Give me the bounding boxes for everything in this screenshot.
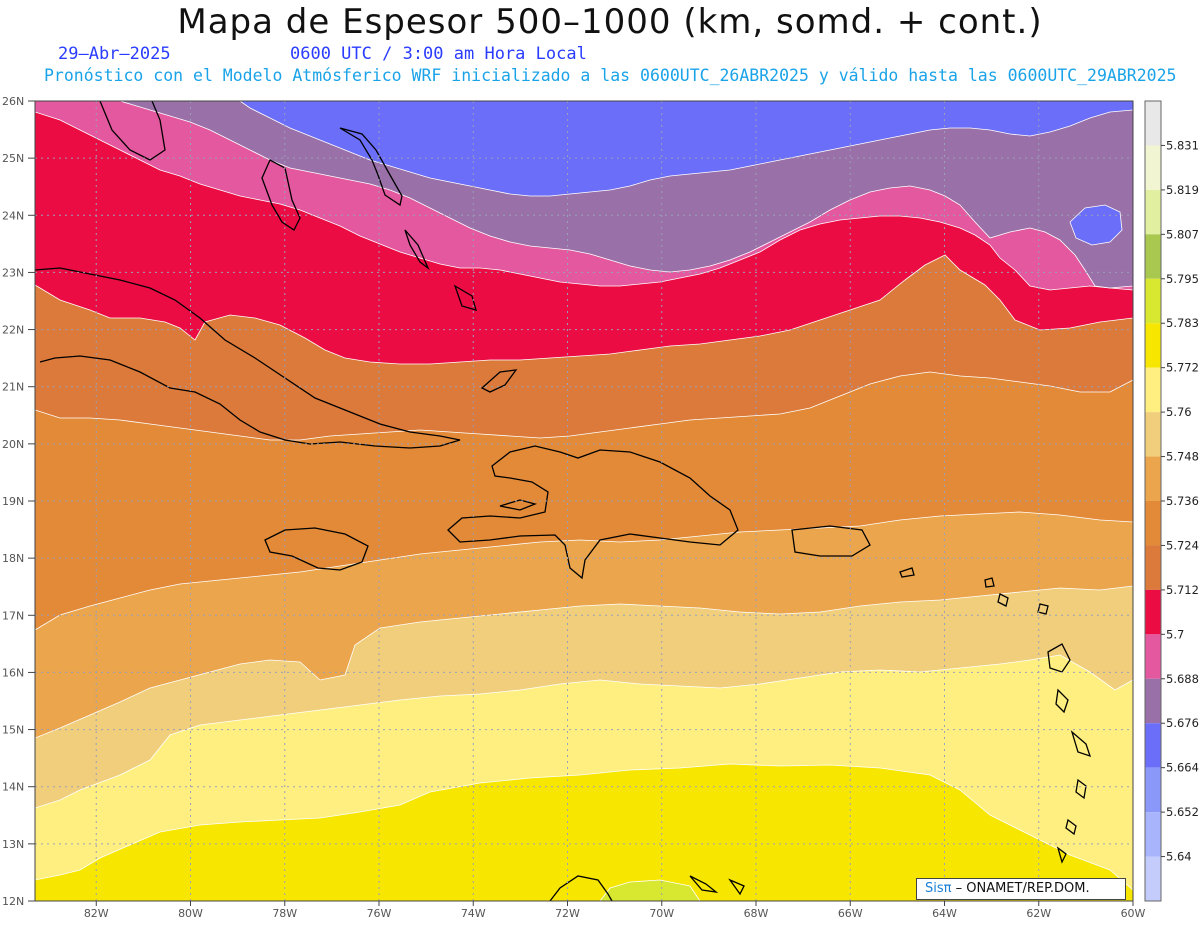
colorbar-swatch (1145, 101, 1161, 146)
bahamas-coastline (99, 101, 518, 393)
colorbar-swatch (1145, 589, 1161, 635)
lat-tick-label: 16N (2, 666, 24, 679)
colorbar-swatch (1145, 812, 1161, 857)
lat-tick-label: 15N (2, 724, 24, 737)
forecast-description: Pronóstico con el Modelo Atmósferico WRF… (44, 66, 1177, 85)
colorbar-label: 5.712 (1166, 583, 1199, 597)
colorbar: 5.831 5.819 5.807 5.795 5.783 5.772 5.76 5.748 5… (1144, 100, 1199, 902)
lat-tick-label: 13N (2, 838, 24, 851)
colorbar-swatch (1145, 234, 1161, 279)
lon-tick-label: 70W (649, 907, 674, 920)
lesser-antilles-coastline (899, 567, 1092, 864)
lon-tick-label: 82W (84, 907, 109, 920)
colorbar-swatch (1145, 634, 1161, 679)
colorbar-label: 5.772 (1166, 361, 1199, 375)
colorbar-label: 5.688 (1166, 672, 1199, 686)
lat-tick-label: 19N (2, 495, 24, 508)
colorbar-swatch (1145, 456, 1161, 501)
lat-tick-label: 26N (2, 95, 24, 108)
puerto-rico-coastline (791, 525, 871, 557)
credit-box: Sisπ – ONAMET/REP.DOM. (916, 878, 1126, 900)
south-america-coastline (549, 875, 745, 901)
colorbar-swatch (1145, 367, 1161, 413)
band-5783-blob (599, 879, 701, 901)
longitude-labels: 82W 80W 78W 76W 74W 72W 70W 68W 66W 64W 62W 60W (84, 901, 1146, 920)
colorbar-swatch (1145, 145, 1161, 190)
colorbar-label: 5.652 (1166, 805, 1199, 819)
lat-tick-label: 12N (2, 895, 24, 908)
valid-time: 0600 UTC / 3:00 am Hora Local (290, 44, 587, 64)
colorbar-swatch (1145, 278, 1161, 324)
colorbar-label: 5.748 (1166, 450, 1199, 464)
lat-tick-label: 20N (2, 438, 24, 451)
lat-tick-label: 21N (2, 381, 24, 394)
lat-tick-label: 14N (2, 781, 24, 794)
lon-tick-label: 74W (461, 907, 486, 920)
lon-tick-label: 68W (744, 907, 769, 920)
colorbar-label: 5.664 (1166, 761, 1199, 775)
colorbar-label: 5.807 (1166, 227, 1199, 241)
colorbar-label: 5.736 (1166, 494, 1199, 508)
coastlines (35, 101, 1092, 901)
colorbar-swatch (1145, 856, 1161, 901)
lon-tick-label: 80W (178, 907, 203, 920)
colorbar-label: 5.64 (1166, 850, 1192, 864)
lat-tick-label: 25N (2, 152, 24, 165)
lon-tick-label: 76W (367, 907, 392, 920)
colorbar-label: 5.819 (1166, 183, 1199, 197)
colorbar-swatch (1145, 545, 1161, 590)
lon-tick-label: 66W (838, 907, 863, 920)
lat-tick-label: 24N (2, 209, 24, 222)
hispaniola-coastline (447, 445, 739, 580)
colorbar-swatch (1145, 189, 1161, 235)
colorbar-swatch (1145, 723, 1161, 768)
colorbar-swatch (1145, 767, 1161, 813)
thickness-bands (35, 101, 1133, 901)
colorbar-label: 5.831 (1166, 138, 1199, 152)
colorbar-swatch (1145, 412, 1161, 457)
lon-tick-label: 78W (272, 907, 297, 920)
colorbar-label: 5.7 (1166, 627, 1184, 641)
jamaica-coastline (264, 527, 369, 571)
lat-tick-label: 18N (2, 552, 24, 565)
colorbar-label: 5.724 (1166, 538, 1199, 552)
lon-tick-label: 60W (1121, 907, 1146, 920)
colorbar-label: 5.795 (1166, 272, 1199, 286)
lat-tick-label: 22N (2, 324, 24, 337)
lat-tick-label: 23N (2, 266, 24, 279)
lon-tick-label: 64W (932, 907, 957, 920)
latitude-labels: 26N 25N 24N 23N 22N 21N 20N 19N 18N 17N 16N 15N 14N 1… (2, 95, 35, 908)
lon-tick-label: 62W (1026, 907, 1051, 920)
valid-date: 29–Abr–2025 (58, 44, 171, 64)
colorbar-label: 5.76 (1166, 405, 1192, 419)
colorbar-swatch (1145, 678, 1161, 724)
band-5664 (239, 101, 1133, 197)
colorbar-swatch (1145, 323, 1161, 368)
cuba-coastline (35, 267, 461, 449)
lat-tick-label: 17N (2, 609, 24, 622)
map-title: Mapa de Espesor 500–1000 (km, somd. + co… (177, 2, 1043, 42)
credit-text: – ONAMET/REP.DOM. (951, 881, 1090, 896)
colorbar-swatch (1145, 501, 1161, 546)
graticule (35, 101, 1133, 901)
credit-brand: Sisπ (925, 881, 952, 896)
colorbar-label: 5.783 (1166, 316, 1199, 330)
lon-tick-label: 72W (555, 907, 580, 920)
colorbar-label: 5.676 (1166, 716, 1199, 730)
